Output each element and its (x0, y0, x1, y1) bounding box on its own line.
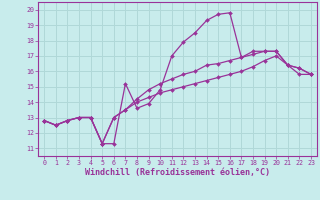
X-axis label: Windchill (Refroidissement éolien,°C): Windchill (Refroidissement éolien,°C) (85, 168, 270, 177)
